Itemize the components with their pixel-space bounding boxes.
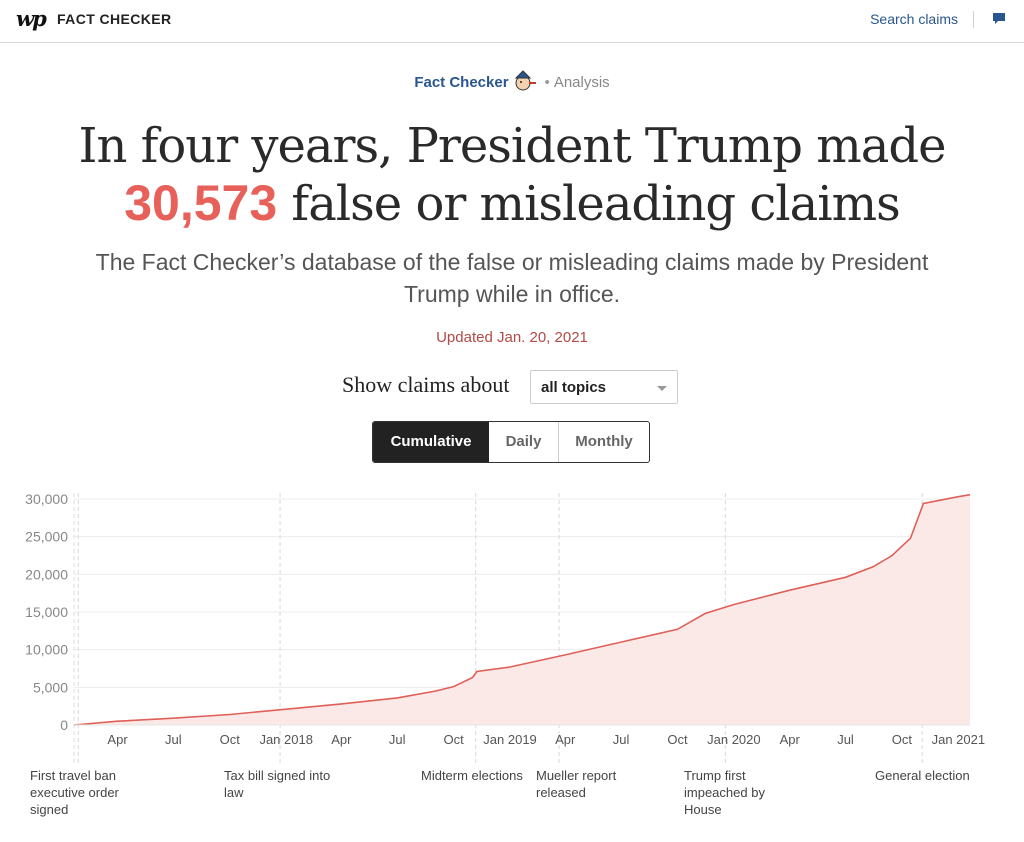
x-tick-label: Jan 2020 — [707, 732, 761, 747]
y-tick-label: 0 — [60, 717, 68, 733]
top-bar: wp FACT CHECKER Search claims — [0, 0, 1024, 43]
divider — [973, 11, 974, 28]
claims-area — [74, 494, 970, 725]
y-tick-label: 10,000 — [25, 642, 68, 658]
event-label-mueller: Mueller report released — [536, 768, 617, 800]
tab-cumulative[interactable]: Cumulative — [373, 422, 489, 462]
x-tick-label: Jan 2018 — [259, 732, 313, 747]
event-label-midterms: Midterm elections — [421, 768, 523, 783]
analysis-label: Analysis — [553, 74, 610, 91]
claims-count: 30,573 — [124, 175, 278, 231]
event-label-general-election: General election — [875, 768, 970, 783]
headline-line2: false or misleading claims — [291, 176, 900, 232]
x-tick-label: Apr — [331, 732, 352, 747]
event-label-tax-bill: Tax bill signed into law — [224, 768, 331, 800]
updated-date: Updated Jan. 20, 2021 — [436, 329, 588, 346]
event-label-travel-ban: First travel ban executive order signed — [30, 768, 119, 817]
fact-checker-kicker[interactable]: Fact Checker — [414, 74, 509, 91]
kicker-separator: • — [544, 74, 550, 91]
kicker: Fact Checker • Analysis — [0, 69, 1024, 97]
x-tick-label: Oct — [444, 732, 465, 747]
x-tick-label: Oct — [667, 732, 688, 747]
headline-line1: In four years, President Trump made — [78, 118, 946, 174]
search-claims-link[interactable]: Search claims — [870, 11, 958, 27]
pinocchio-icon — [513, 69, 537, 97]
x-tick-label: Apr — [107, 732, 128, 747]
y-tick-label: 30,000 — [25, 491, 68, 507]
x-tick-label: Oct — [892, 732, 913, 747]
y-tick-label: 25,000 — [25, 529, 68, 545]
headline: In four years, President Trump made 30,5… — [0, 118, 1024, 233]
x-tick-label: Jul — [613, 732, 630, 747]
x-tick-label: Jul — [165, 732, 182, 747]
x-tick-label: Apr — [780, 732, 801, 747]
x-tick-label: Oct — [220, 732, 241, 747]
claims-line — [73, 493, 971, 726]
x-tick-label: Apr — [555, 732, 576, 747]
chevron-down-icon — [657, 386, 667, 391]
section-name[interactable]: FACT CHECKER — [57, 11, 172, 27]
comment-icon[interactable] — [992, 12, 1006, 30]
x-tick-label: Jul — [837, 732, 854, 747]
topic-select-value: all topics — [541, 379, 607, 396]
tab-monthly[interactable]: Monthly — [575, 433, 633, 450]
x-tick-label: Jan 2019 — [483, 732, 537, 747]
x-tick-label: Jan 2021 — [932, 732, 986, 747]
y-tick-label: 5,000 — [33, 679, 68, 695]
filter-label: Show claims about — [342, 372, 510, 397]
y-tick-label: 20,000 — [25, 566, 68, 582]
event-label-impeachment: Trump first impeached by House — [684, 768, 765, 817]
tab-daily[interactable]: Daily — [489, 422, 559, 462]
claims-chart: 0 5,000 10,000 15,000 20,000 25,000 30,000 Apr J… — [25, 491, 986, 765]
washington-post-logo[interactable]: wp — [16, 6, 47, 31]
x-tick-label: Jul — [389, 732, 406, 747]
view-toggle: Cumulative Daily Monthly — [372, 421, 650, 463]
topic-select[interactable]: all topics — [530, 370, 678, 404]
y-tick-label: 15,000 — [25, 604, 68, 620]
subhead: The Fact Checker’s database of the false… — [95, 249, 929, 307]
